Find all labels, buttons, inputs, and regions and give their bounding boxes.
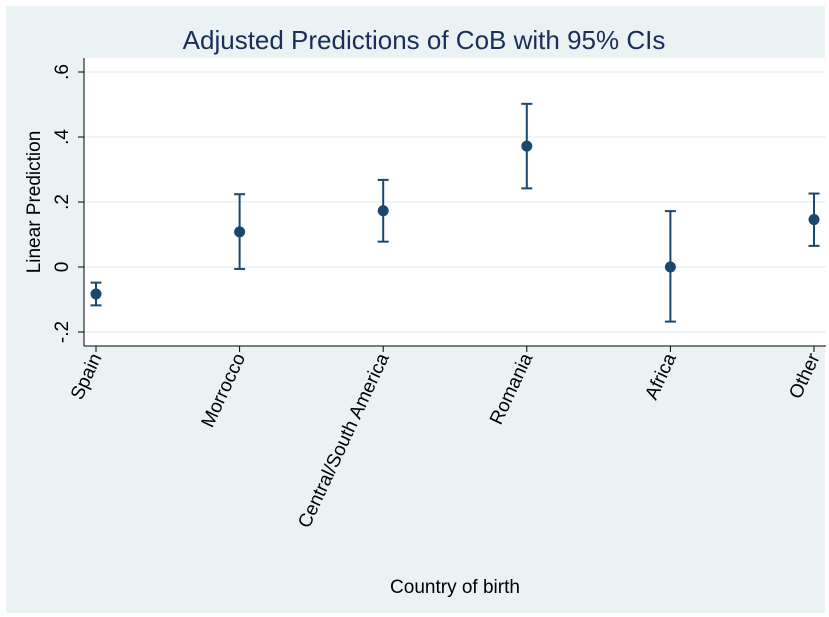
prediction-points xyxy=(90,140,820,300)
prediction-point xyxy=(664,261,676,273)
y-tick-label: -.2 xyxy=(52,321,73,343)
y-tick-label: 0 xyxy=(52,262,73,273)
y-tick-label: .4 xyxy=(52,129,73,145)
x-axis-label: Country of birth xyxy=(390,577,520,598)
grid-lines xyxy=(84,71,826,333)
prediction-point xyxy=(234,226,246,238)
y-ticks: -.2 0 .2 .4 .6 xyxy=(52,64,84,343)
y-axis-label: Linear Prediction xyxy=(24,131,45,274)
prediction-point xyxy=(90,288,102,300)
y-tick-label: .2 xyxy=(52,194,73,210)
prediction-point xyxy=(521,140,533,152)
chart-title: Adjusted Predictions of CoB with 95% CIs xyxy=(183,25,666,55)
prediction-point xyxy=(808,214,820,226)
prediction-point xyxy=(377,205,389,217)
y-tick-label: .6 xyxy=(52,64,73,80)
